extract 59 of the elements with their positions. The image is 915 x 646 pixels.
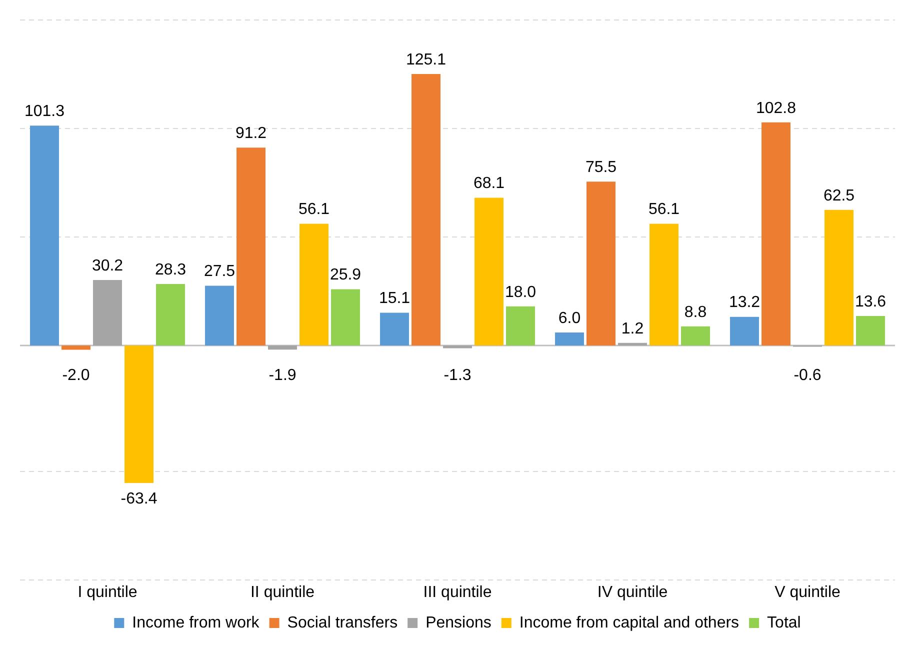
bar (856, 316, 885, 346)
bar (380, 312, 409, 346)
bar (300, 224, 328, 346)
legend-label: Social transfers (287, 614, 398, 632)
data-label: 13.2 (728, 294, 760, 312)
data-label: 62.5 (823, 187, 855, 204)
bar (124, 345, 154, 484)
bar (93, 280, 122, 346)
data-label: 56.1 (648, 201, 680, 218)
bar (30, 126, 59, 346)
bar (236, 148, 266, 346)
data-label: -0.6 (794, 366, 822, 384)
data-label: 56.1 (298, 201, 330, 218)
bar (268, 345, 297, 350)
data-label: 102.8 (756, 100, 796, 117)
data-label: 15.1 (378, 290, 410, 308)
x-tick-label: I quintile (78, 584, 138, 601)
legend-label: Income from capital and others (519, 614, 740, 632)
data-label: 6.0 (558, 310, 581, 327)
bar (62, 345, 90, 350)
bar (618, 342, 647, 346)
bar (412, 74, 440, 346)
x-tick-label: II quintile (250, 584, 315, 601)
bar (156, 284, 185, 346)
data-label: 1.2 (621, 320, 644, 338)
data-label: 68.1 (473, 175, 505, 192)
bar (730, 316, 759, 346)
data-label: -1.3 (444, 366, 472, 384)
bar (443, 345, 472, 348)
bar (331, 289, 360, 346)
data-label: -1.9 (268, 366, 296, 384)
data-label: -63.4 (120, 490, 158, 508)
data-label: 101.3 (24, 103, 65, 120)
bar (555, 332, 584, 346)
x-tick-label: III quintile (423, 584, 492, 601)
data-label: 75.5 (585, 159, 617, 176)
data-label: -2.0 (62, 366, 90, 384)
x-tick-label: V quintile (774, 584, 841, 601)
data-label: 28.3 (154, 261, 186, 278)
bar (506, 306, 535, 346)
data-label: 27.5 (204, 263, 236, 280)
data-label: 18.0 (504, 284, 536, 301)
bar (824, 210, 854, 346)
data-label: 25.9 (330, 266, 362, 284)
data-label: 8.8 (684, 304, 707, 321)
legend-label: Total (767, 614, 801, 632)
bar (474, 198, 504, 346)
data-label: 13.6 (854, 293, 886, 310)
legend-label: Income from work (132, 614, 260, 632)
bar (205, 286, 234, 346)
data-label: 91.2 (235, 124, 267, 142)
bar (681, 326, 710, 346)
bar (762, 122, 790, 346)
data-label: 125.1 (406, 51, 446, 68)
bar (650, 224, 678, 346)
data-label: 30.2 (92, 257, 124, 274)
legend-label: Pensions (426, 614, 492, 632)
x-tick-label: IV quintile (597, 584, 668, 601)
bar (586, 182, 616, 346)
